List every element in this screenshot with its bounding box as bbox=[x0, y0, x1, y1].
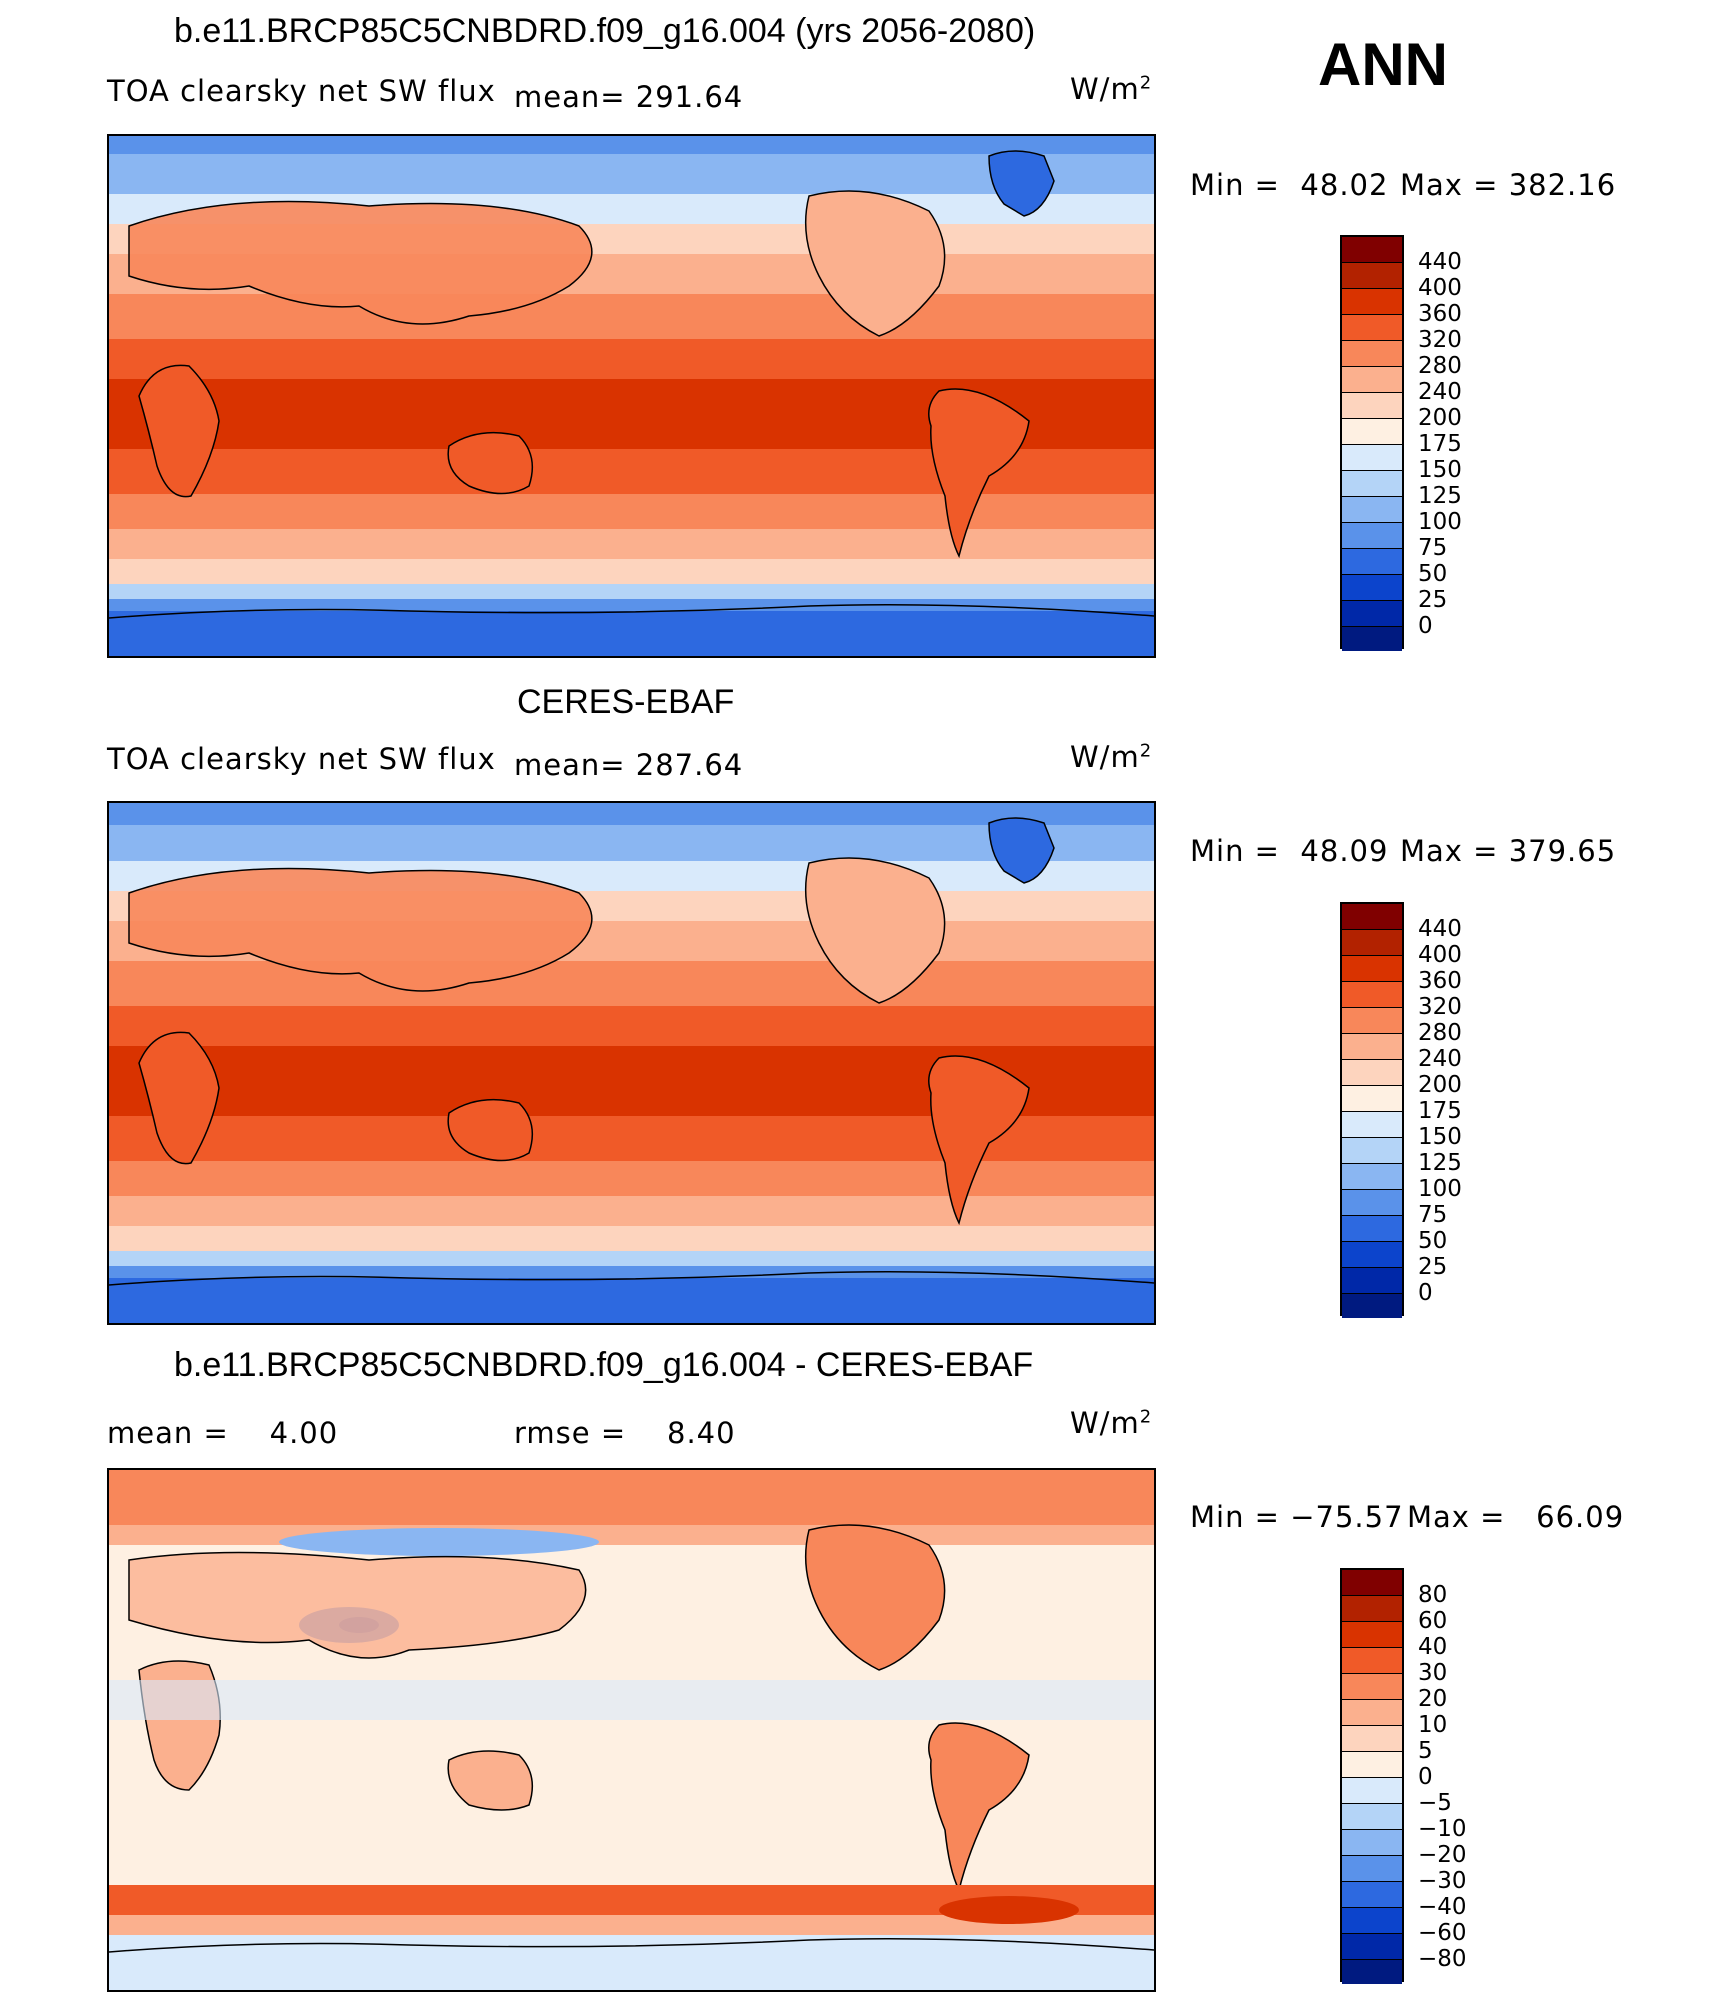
panel1-cbar-label: 150 bbox=[1418, 457, 1462, 483]
panel2-map-plot bbox=[109, 803, 1154, 1323]
panel2-cbar-label: 440 bbox=[1418, 916, 1462, 942]
panel1-max-label: Max = 382.16 bbox=[1400, 168, 1617, 202]
panel2-cbar-label: 240 bbox=[1418, 1046, 1462, 1072]
panel3-title: b.e11.BRCP85C5CNBDRD.f09_g16.004 - CERES… bbox=[174, 1346, 1034, 1384]
panel1-colorbar bbox=[1340, 235, 1404, 651]
panel1-cbar-label: 440 bbox=[1418, 249, 1462, 275]
panel1-map bbox=[107, 134, 1156, 658]
panel1-cbar-label: 50 bbox=[1418, 561, 1448, 587]
panel1-title: b.e11.BRCP85C5CNBDRD.f09_g16.004 (yrs 20… bbox=[174, 12, 1036, 50]
panel3-colorbar bbox=[1340, 1568, 1404, 1984]
panel3-cbar-label: −80 bbox=[1418, 1946, 1467, 1972]
panel3-cbar-label: −5 bbox=[1418, 1790, 1452, 1816]
panel1-min-label: Min = 48.02 bbox=[1190, 168, 1389, 202]
panel3-cbar-label: 80 bbox=[1418, 1582, 1448, 1608]
panel3-map bbox=[107, 1468, 1156, 1992]
panel2-cbar-label: 50 bbox=[1418, 1228, 1448, 1254]
panel1-cbar-label: 280 bbox=[1418, 353, 1462, 379]
panel2-cbar-label: 320 bbox=[1418, 994, 1462, 1020]
panel2-title: CERES-EBAF bbox=[517, 683, 735, 721]
panel2-cbar-label: 400 bbox=[1418, 942, 1462, 968]
panel1-cbar-label: 75 bbox=[1418, 535, 1448, 561]
panel3-cbar-label: −40 bbox=[1418, 1894, 1467, 1920]
panel2-cbar-label: 125 bbox=[1418, 1150, 1462, 1176]
panel2-cbar-label: 175 bbox=[1418, 1098, 1462, 1124]
panel2-cbar-label: 75 bbox=[1418, 1202, 1448, 1228]
panel3-map-plot bbox=[109, 1470, 1154, 1990]
panel1-cbar-label: 200 bbox=[1418, 405, 1462, 431]
panel2-cbar-label: 100 bbox=[1418, 1176, 1462, 1202]
panel1-map-plot bbox=[109, 136, 1154, 656]
panel2-mean-label: mean= 287.64 bbox=[514, 748, 744, 782]
panel1-units-label: W/m2 bbox=[1070, 72, 1153, 106]
panel2-cbar-label: 0 bbox=[1418, 1280, 1433, 1306]
panel3-mean-label: mean = 4.00 bbox=[107, 1416, 339, 1450]
panel3-cbar-label: 5 bbox=[1418, 1738, 1433, 1764]
panel3-cbar-label: 60 bbox=[1418, 1608, 1448, 1634]
panel2-cbar-label: 150 bbox=[1418, 1124, 1462, 1150]
panel1-cbar-label: 25 bbox=[1418, 587, 1448, 613]
panel3-min-label: Min = −75.57 bbox=[1190, 1500, 1404, 1534]
panel3-cbar-label: −60 bbox=[1418, 1920, 1467, 1946]
panel3-cbar-label: −30 bbox=[1418, 1868, 1467, 1894]
panel1-variable-label: TOA clearsky net SW flux bbox=[107, 74, 496, 108]
panel2-cbar-label: 360 bbox=[1418, 968, 1462, 994]
panel3-rmse-label: rmse = 8.40 bbox=[514, 1416, 736, 1450]
panel3-max-label: Max = 66.09 bbox=[1407, 1500, 1625, 1534]
panel2-variable-label: TOA clearsky net SW flux bbox=[107, 742, 496, 776]
panel2-cbar-label: 280 bbox=[1418, 1020, 1462, 1046]
panel3-cbar-label: −10 bbox=[1418, 1816, 1467, 1842]
panel1-cbar-label: 320 bbox=[1418, 327, 1462, 353]
panel3-cbar-label: 30 bbox=[1418, 1660, 1448, 1686]
panel1-cbar-label: 100 bbox=[1418, 509, 1462, 535]
panel2-units-label: W/m2 bbox=[1070, 740, 1153, 774]
panel1-cbar-label: 125 bbox=[1418, 483, 1462, 509]
panel1-cbar-label: 240 bbox=[1418, 379, 1462, 405]
panel3-cbar-label: 10 bbox=[1418, 1712, 1448, 1738]
panel2-min-label: Min = 48.09 bbox=[1190, 834, 1389, 868]
panel1-cbar-label: 360 bbox=[1418, 301, 1462, 327]
panel1-cbar-label: 0 bbox=[1418, 613, 1433, 639]
panel1-cbar-label: 175 bbox=[1418, 431, 1462, 457]
panel2-cbar-label: 25 bbox=[1418, 1254, 1448, 1280]
panel1-mean-label: mean= 291.64 bbox=[514, 80, 744, 114]
panel2-map bbox=[107, 801, 1156, 1325]
panel2-max-label: Max = 379.65 bbox=[1400, 834, 1617, 868]
panel3-cbar-label: −20 bbox=[1418, 1842, 1467, 1868]
panel3-cbar-label: 40 bbox=[1418, 1634, 1448, 1660]
season-label: ANN bbox=[1318, 31, 1448, 98]
panel2-cbar-label: 200 bbox=[1418, 1072, 1462, 1098]
panel3-units-label: W/m2 bbox=[1070, 1406, 1153, 1440]
panel2-colorbar bbox=[1340, 902, 1404, 1318]
panel3-cbar-label: 0 bbox=[1418, 1764, 1433, 1790]
panel1-cbar-label: 400 bbox=[1418, 275, 1462, 301]
panel3-cbar-label: 20 bbox=[1418, 1686, 1448, 1712]
